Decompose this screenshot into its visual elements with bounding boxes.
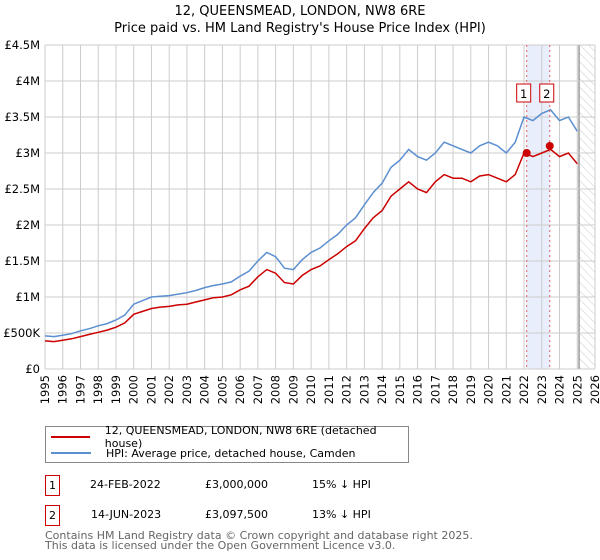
transaction-price: £3,097,500 — [205, 508, 268, 521]
y-tick-label: £4.5M — [4, 38, 40, 52]
legend-item-property: 12, QUEENSMEAD, LONDON, NW8 6RE (detache… — [46, 424, 408, 450]
property-price-line — [44, 148, 578, 343]
footer-licence: This data is licensed under the Open Gov… — [45, 539, 396, 552]
x-tick-label: 2005 — [215, 375, 229, 404]
transaction-price: £3,000,000 — [205, 478, 268, 491]
sale-label: 1 — [520, 87, 527, 101]
y-tick-label: £0 — [25, 362, 40, 376]
price-chart: 1 2 £0 £500K £1M £1.5M £2M £2.5M £3M £3.5M £4M £4.5… — [3, 38, 600, 404]
transaction-number: 1 — [45, 475, 60, 496]
x-tick-label: 1995 — [38, 375, 52, 404]
y-tick-label: £4M — [15, 74, 40, 88]
sale-period-band — [526, 45, 550, 369]
sale-label-box — [539, 83, 555, 103]
y-tick-label: £2M — [15, 218, 40, 232]
x-tick-label: 2004 — [198, 375, 212, 404]
x-tick-label: 2016 — [411, 375, 425, 404]
sale-label-box — [516, 83, 532, 103]
transaction-number: 2 — [45, 505, 60, 526]
x-tick-label: 2006 — [233, 375, 247, 404]
x-tick-label: 2001 — [144, 375, 158, 404]
x-tick-label: 2025 — [570, 375, 584, 404]
legend-item-hpi: HPI: Average price, detached house, Camd… — [46, 445, 355, 461]
x-tick-label: 1998 — [91, 375, 105, 404]
x-tick-label: 2024 — [553, 375, 567, 404]
y-tick-label: £1.5M — [4, 254, 40, 268]
transaction-delta: 15% ↓ HPI — [312, 478, 371, 491]
x-tick-label: 2026 — [588, 375, 600, 404]
legend-swatch-hpi — [51, 452, 91, 454]
x-tick-label: 2021 — [499, 375, 513, 404]
x-tick-label: 2015 — [393, 375, 407, 404]
y-tick-label: £2.5M — [4, 182, 40, 196]
x-tick-label: 2013 — [357, 375, 371, 404]
transaction-date: 14-JUN-2023 — [91, 508, 162, 521]
x-tick-label: 2012 — [340, 375, 354, 404]
x-tick-label: 2014 — [375, 375, 389, 404]
sale-point — [522, 149, 531, 157]
sale-point — [545, 141, 554, 150]
transaction-delta: 13% ↓ HPI — [312, 508, 371, 521]
x-tick-label: 2002 — [162, 375, 176, 404]
x-tick-label: 2008 — [269, 375, 283, 404]
x-tick-label: 1997 — [73, 375, 87, 404]
x-tick-label: 2017 — [428, 375, 442, 404]
legend: 12, QUEENSMEAD, LONDON, NW8 6RE (detache… — [45, 424, 409, 463]
legend-swatch-property — [51, 436, 90, 438]
chart-title: 12, QUEENSMEAD, LONDON, NW8 6RE — [174, 4, 426, 19]
x-tick-label: 2011 — [322, 375, 336, 404]
x-tick-label: 2000 — [127, 375, 141, 404]
x-tick-label: 2022 — [517, 375, 531, 404]
y-tick-label: £3.5M — [4, 110, 40, 124]
x-tick-label: 2018 — [446, 375, 460, 404]
x-tick-label: 1999 — [109, 375, 123, 404]
y-tick-label: £500K — [3, 326, 40, 340]
forecast-hatch — [579, 45, 595, 369]
sale-label: 2 — [543, 87, 550, 101]
footer-copyright: Contains HM Land Registry data © Crown c… — [45, 529, 473, 542]
x-tick-label: 2023 — [535, 375, 549, 404]
transaction-date: 24-FEB-2022 — [90, 478, 161, 491]
x-tick-label: 2019 — [464, 375, 478, 404]
x-tick-label: 2020 — [482, 375, 496, 404]
footer: Contains HM Land Registry data © Crown c… — [45, 529, 473, 552]
x-tick-label: 2010 — [304, 375, 318, 404]
x-tick-label: 1996 — [56, 375, 70, 404]
x-tick-label: 2007 — [251, 375, 265, 404]
legend-label-property: 12, QUEENSMEAD, LONDON, NW8 6RE (detache… — [104, 424, 377, 450]
x-tick-label: 2003 — [180, 375, 194, 404]
chart-subtitle: Price paid vs. HM Land Registry's House … — [114, 21, 486, 36]
hpi-line — [44, 108, 578, 338]
x-tick-label: 2009 — [286, 375, 300, 404]
legend-label-hpi: HPI: Average price, detached house, Camd… — [106, 446, 356, 460]
y-tick-label: £3M — [15, 146, 40, 160]
y-tick-label: £1M — [15, 290, 40, 304]
